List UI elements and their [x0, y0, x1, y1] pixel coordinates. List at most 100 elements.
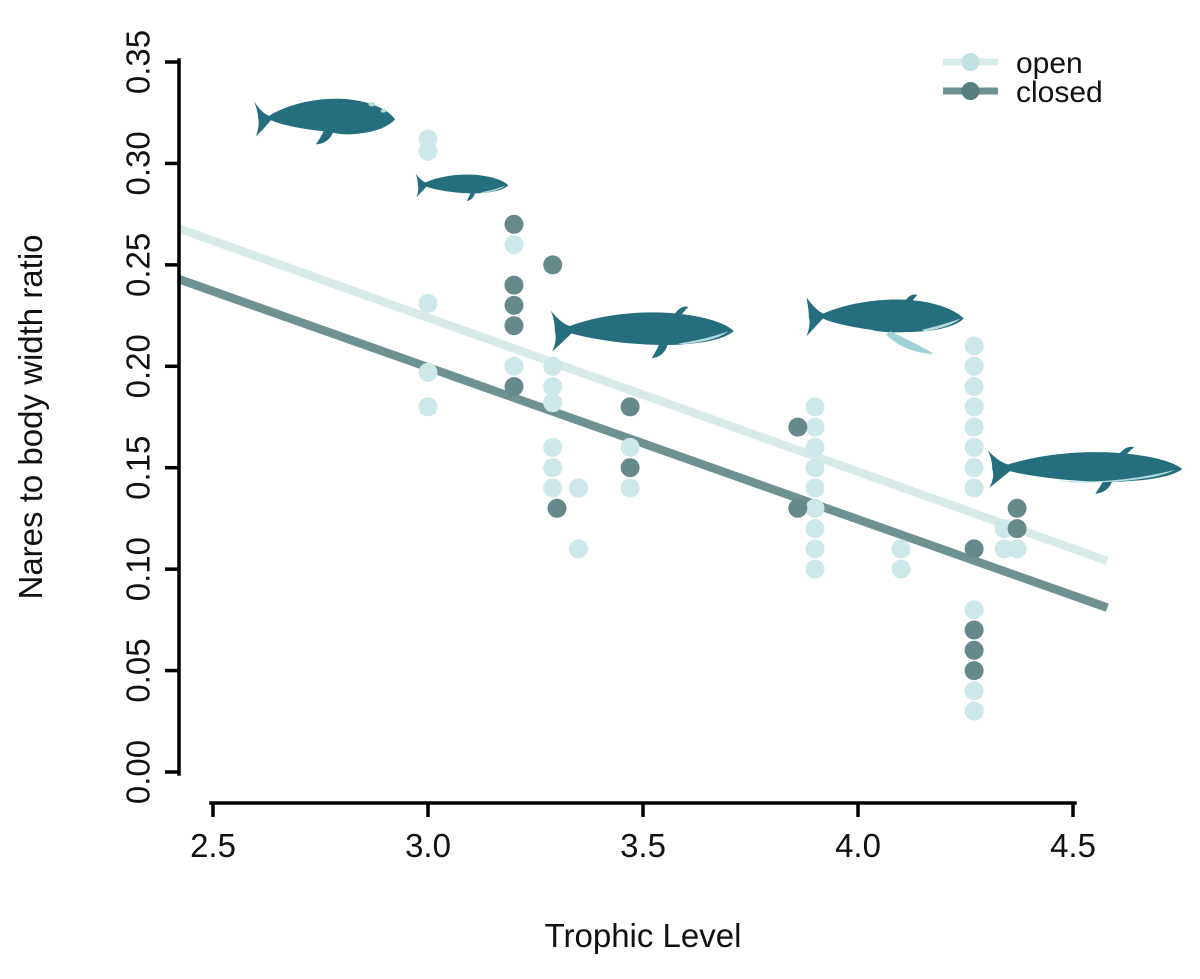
blue-whale-icon [550, 306, 734, 359]
data-point-open [418, 141, 438, 161]
data-point-open [543, 377, 563, 397]
y-tick-label: 0.00 [120, 740, 157, 804]
data-point-closed [504, 377, 524, 397]
data-point-open [418, 293, 438, 313]
data-point-open [805, 397, 825, 417]
whale-body-shape [674, 306, 689, 318]
whale-body-shape [905, 294, 918, 305]
right-whale-icon [253, 98, 396, 145]
data-point-closed [964, 620, 984, 640]
y-tick-label: 0.05 [120, 638, 157, 702]
y-tick-label: 0.30 [120, 131, 157, 195]
y-tick-label: 0.35 [120, 30, 157, 94]
data-point-open [543, 356, 563, 376]
y-tick-label: 0.20 [120, 334, 157, 398]
data-point-open [805, 559, 825, 579]
data-point-closed [547, 498, 567, 518]
whale-body-shape [368, 102, 376, 107]
scatter-points-layer [418, 129, 1027, 721]
data-point-open [964, 356, 984, 376]
data-point-closed [620, 458, 640, 478]
data-point-closed [1007, 519, 1027, 539]
data-point-open [964, 681, 984, 701]
data-point-open [620, 478, 640, 498]
axes-layer: 0.00 0.05 0.10 0.15 0.20 0.25 0.30 0.35 2.5 3.0 3.… [120, 30, 1096, 864]
data-point-closed [964, 661, 984, 681]
data-point-closed [964, 539, 984, 559]
data-point-open [891, 559, 911, 579]
y-tick-label: 0.25 [120, 233, 157, 297]
whale-body-shape [987, 450, 1183, 494]
data-point-open [964, 397, 984, 417]
data-point-open [964, 336, 984, 356]
data-point-open [543, 478, 563, 498]
fin-whale-icon [987, 446, 1183, 494]
data-point-open [964, 478, 984, 498]
data-point-closed [504, 316, 524, 336]
data-point-open [418, 362, 438, 382]
legend-label-closed: closed [1016, 76, 1103, 109]
data-point-closed [504, 275, 524, 295]
data-point-open [569, 539, 588, 559]
whale-body-shape [1119, 446, 1135, 457]
data-point-closed [543, 255, 563, 275]
data-point-open [964, 600, 984, 620]
data-point-open [543, 393, 563, 413]
data-point-open [418, 397, 438, 417]
legend-dot-closed [961, 82, 980, 100]
data-point-open [805, 498, 825, 518]
whale-illustrations-layer [253, 98, 1183, 494]
x-tick-label: 3.0 [405, 827, 451, 864]
data-point-open [891, 539, 911, 559]
regression-lines-layer [177, 224, 1109, 612]
data-point-closed [504, 295, 524, 315]
whale-body-shape [885, 331, 934, 354]
whale-body-shape [921, 318, 961, 332]
data-point-closed [788, 498, 808, 518]
whale-body-shape [415, 173, 509, 201]
open-fit-line [177, 224, 1109, 566]
data-point-open [1007, 539, 1027, 559]
data-point-closed [620, 397, 640, 417]
data-point-open [964, 377, 984, 397]
data-point-open [964, 437, 984, 457]
data-point-open [504, 356, 524, 376]
data-point-open [620, 437, 640, 457]
gray-whale-icon [415, 173, 509, 201]
legend: open closed [943, 47, 1103, 109]
data-point-open [805, 458, 825, 478]
whale-body-shape [253, 98, 396, 145]
data-point-open [805, 519, 825, 539]
data-point-open [805, 478, 825, 498]
humpback-whale-icon [806, 294, 964, 354]
data-point-open [964, 417, 984, 437]
whale-body-shape [380, 108, 387, 113]
data-point-open [569, 478, 588, 498]
legend-dot-open [961, 53, 980, 71]
x-axis-title: Trophic Level [545, 917, 742, 954]
x-tick-label: 4.5 [1050, 827, 1096, 864]
data-point-open [805, 417, 825, 437]
data-point-closed [504, 214, 524, 234]
whale-body-shape [806, 297, 964, 337]
whale-body-shape [1058, 469, 1175, 483]
data-point-closed [788, 417, 808, 437]
data-point-closed [964, 640, 984, 660]
data-point-open [964, 458, 984, 478]
x-tick-label: 4.0 [835, 827, 881, 864]
data-point-closed [1007, 498, 1027, 518]
y-tick-label: 0.10 [120, 537, 157, 601]
data-point-open [964, 701, 984, 721]
whale-body-shape [550, 310, 734, 359]
data-point-open [543, 458, 563, 478]
data-point-open [805, 437, 825, 457]
x-tick-label: 3.5 [620, 827, 666, 864]
whale-body-shape [677, 330, 729, 345]
x-tick-label: 2.5 [190, 827, 236, 864]
y-tick-label: 0.15 [120, 436, 157, 500]
legend-markers [943, 53, 998, 100]
data-point-open [543, 437, 563, 457]
whale-body-shape [480, 185, 506, 193]
